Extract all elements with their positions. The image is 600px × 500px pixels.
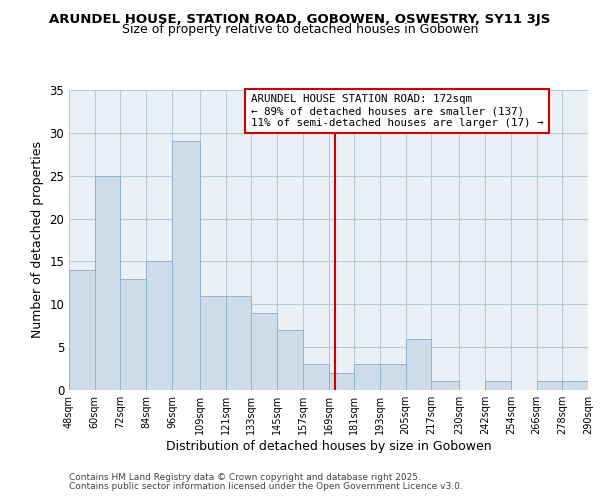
Bar: [95, 176, 121, 390]
Bar: [485, 382, 511, 390]
Bar: [431, 382, 460, 390]
Bar: [226, 296, 251, 390]
Bar: [146, 262, 172, 390]
X-axis label: Distribution of detached houses by size in Gobowen: Distribution of detached houses by size …: [166, 440, 491, 453]
Bar: [536, 382, 562, 390]
Bar: [69, 270, 95, 390]
Bar: [380, 364, 406, 390]
Bar: [406, 338, 431, 390]
Text: Size of property relative to detached houses in Gobowen: Size of property relative to detached ho…: [122, 22, 478, 36]
Bar: [329, 373, 354, 390]
Text: Contains public sector information licensed under the Open Government Licence v3: Contains public sector information licen…: [69, 482, 463, 491]
Bar: [200, 296, 226, 390]
Bar: [562, 382, 588, 390]
Text: ARUNDEL HOUSE STATION ROAD: 172sqm
← 89% of detached houses are smaller (137)
11: ARUNDEL HOUSE STATION ROAD: 172sqm ← 89%…: [251, 94, 543, 128]
Bar: [277, 330, 303, 390]
Bar: [172, 142, 200, 390]
Text: Contains HM Land Registry data © Crown copyright and database right 2025.: Contains HM Land Registry data © Crown c…: [69, 472, 421, 482]
Text: ARUNDEL HOUSE, STATION ROAD, GOBOWEN, OSWESTRY, SY11 3JS: ARUNDEL HOUSE, STATION ROAD, GOBOWEN, OS…: [49, 12, 551, 26]
Y-axis label: Number of detached properties: Number of detached properties: [31, 142, 44, 338]
Bar: [251, 313, 277, 390]
Bar: [303, 364, 329, 390]
Bar: [354, 364, 380, 390]
Bar: [121, 278, 146, 390]
